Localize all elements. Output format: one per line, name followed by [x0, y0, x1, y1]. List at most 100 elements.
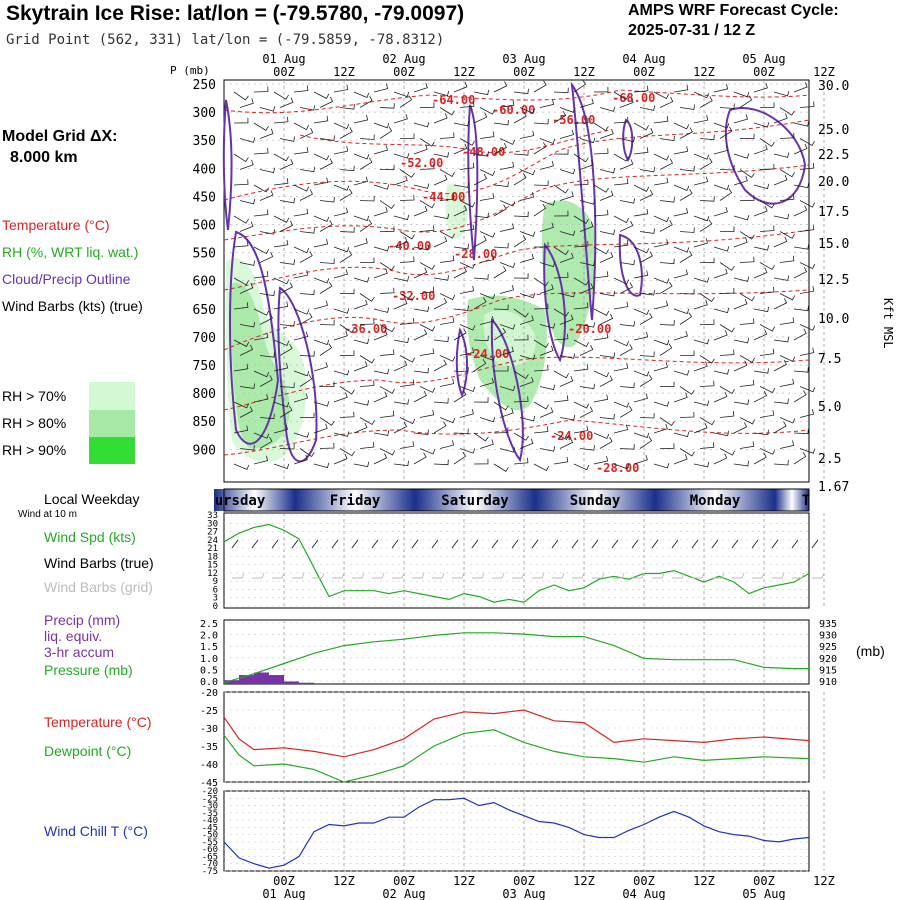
wind-barb — [639, 436, 653, 449]
wind-barb — [413, 306, 430, 312]
wind-barb — [573, 179, 589, 186]
wind-barb — [599, 436, 613, 449]
wind-barb — [779, 169, 795, 178]
wind-barb — [779, 107, 795, 116]
wind-barb-true — [711, 539, 719, 549]
wind-barb — [539, 407, 554, 418]
wind-barb — [479, 231, 496, 238]
cross-section-frame — [223, 79, 810, 483]
wind-barb — [539, 200, 556, 206]
wind-barb-true — [391, 539, 399, 549]
wind-barb — [673, 330, 688, 341]
wind-chill-panel: -20-25-30-35-40-45-50-55-60-65-70-75 — [202, 787, 825, 877]
wind-barb — [379, 126, 393, 139]
wind-barb — [753, 429, 769, 436]
wind-barb-grid — [672, 572, 685, 579]
wind-barb — [439, 132, 455, 139]
wind-barb — [539, 323, 556, 329]
precip-accum-label: 3-hr accum — [44, 644, 115, 660]
wind-barb — [399, 293, 415, 302]
wind-barb — [773, 236, 788, 248]
wind-tick-label: 6 — [213, 585, 218, 595]
wind-barb — [379, 448, 396, 456]
wind-barb-grid — [452, 572, 465, 579]
wind-chill-tick-label: -30 — [202, 802, 218, 812]
model-grid-value: 8.000 km — [10, 149, 78, 166]
wind-barb — [639, 105, 656, 111]
wind-barb — [673, 146, 689, 155]
wind-barb — [653, 177, 669, 186]
wind-barb — [659, 258, 675, 265]
wind-barb — [279, 405, 293, 418]
top-hour-label: 12Z — [453, 65, 475, 79]
wind-barb — [639, 312, 653, 325]
wind-barb-grid — [632, 572, 645, 579]
bottom-hour-label: 00Z — [753, 874, 775, 888]
wind-barb — [779, 255, 795, 263]
pressure-tick-label: 600 — [193, 275, 216, 290]
wind-barb — [273, 362, 289, 372]
wind-barb — [599, 313, 614, 325]
wind-barb-true — [671, 539, 679, 549]
wind-barb — [573, 425, 589, 434]
weekday-band: ursday Friday Saturday Sunday Monday T — [214, 488, 810, 512]
pressure-tick-label: 915 — [819, 665, 837, 676]
wind-barb — [739, 379, 755, 387]
wind-barb — [313, 462, 330, 469]
wind-barb — [699, 134, 715, 141]
wind-barb — [333, 246, 350, 253]
wind-barb — [599, 290, 616, 297]
precip-tick-label: 2.0 — [200, 631, 218, 642]
wind-barb — [513, 88, 529, 95]
forecast-cycle-label: AMPS WRF Forecast Cycle: — [628, 2, 839, 19]
wind-barb — [479, 293, 496, 300]
wind-barb — [653, 215, 670, 223]
wind-barb — [259, 375, 273, 387]
wind-barb — [799, 162, 815, 170]
top-date-label: 04 Aug — [622, 52, 665, 66]
wind-barb — [559, 191, 574, 201]
wind-barb — [299, 351, 315, 357]
wind-barb — [339, 127, 353, 139]
wind-barb — [680, 350, 695, 356]
wind-barb — [439, 355, 456, 362]
temperature-contour-label: -36.00 — [344, 322, 387, 336]
wind-barb — [779, 355, 796, 362]
wind-barb — [499, 324, 516, 330]
wind-barb — [773, 421, 787, 434]
wind-barb — [573, 463, 590, 471]
wind-barb — [299, 166, 315, 173]
wind-barb — [593, 370, 610, 378]
wind-barb — [639, 189, 654, 201]
temperature-contour — [223, 89, 810, 114]
wind-barb — [453, 366, 469, 373]
wind-barb — [373, 391, 388, 403]
wind-barb — [313, 115, 329, 124]
wind-barb — [659, 135, 675, 142]
wind-barb — [393, 113, 408, 124]
wind-barb — [719, 262, 735, 271]
wind-barb — [459, 285, 475, 294]
wind-barb — [613, 153, 629, 162]
precip-label: Precip (mm) — [44, 612, 121, 628]
wind-barb — [439, 417, 456, 424]
wind-barb — [400, 133, 415, 139]
wind-barb — [733, 214, 750, 221]
wind-barb — [599, 352, 615, 358]
bottom-hour-label: 00Z — [513, 874, 535, 888]
wind-barb — [653, 116, 669, 124]
wind-tick-label: 21 — [207, 544, 218, 554]
wind-barb — [453, 451, 467, 465]
wind-barb-grid — [572, 572, 585, 579]
wind-barb — [579, 199, 596, 205]
wind-barb — [293, 85, 309, 93]
wind-barb — [479, 316, 495, 325]
wind-barb — [753, 368, 769, 374]
wind-barb — [499, 346, 514, 356]
top-date-label: 03 Aug — [502, 52, 545, 66]
wind-barb — [279, 136, 296, 142]
wind-barb — [439, 193, 455, 201]
wind-barb — [579, 445, 595, 451]
temperature-legend: Temperature (°C) — [2, 217, 110, 233]
wind-barb — [473, 89, 490, 96]
